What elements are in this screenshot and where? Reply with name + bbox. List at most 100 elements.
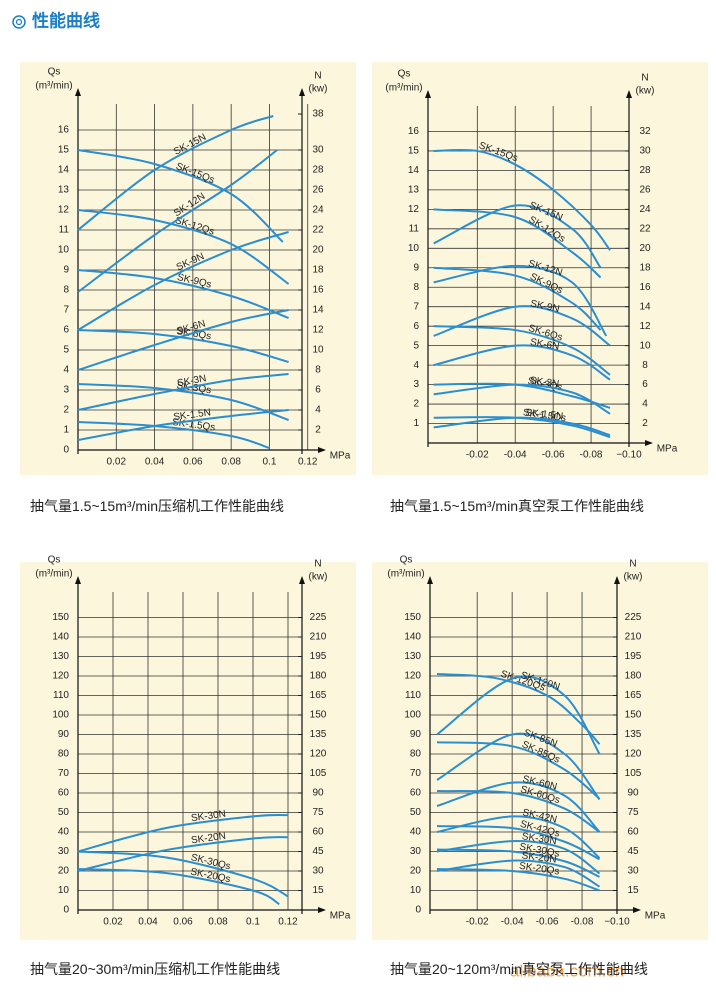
curve (436, 825, 600, 861)
axis-arrow (427, 576, 433, 584)
y2-tick-label: 12 (639, 321, 651, 332)
y-tick-label: 2 (413, 399, 419, 410)
axis-arrow (614, 576, 620, 584)
y-tick-label: 12 (408, 204, 420, 215)
y-tick-label: 40 (410, 827, 422, 838)
y2-tick-label: 26 (312, 185, 324, 196)
y2-tick-label: 180 (625, 671, 642, 682)
curve (77, 836, 289, 872)
y-tick-label: 0 (415, 905, 421, 916)
curve (77, 149, 284, 243)
y-tick-label: 14 (58, 165, 70, 176)
y2-tick-label: 60 (312, 827, 324, 838)
y2-tick-label: 30 (627, 866, 639, 877)
curve-label: SK-1.5N (173, 407, 212, 423)
y2-tick-label: 24 (312, 205, 324, 216)
y2-tick-label: 6 (642, 379, 648, 390)
axis-arrow (318, 447, 326, 453)
y-axis-unit: (m³/min) (35, 569, 72, 580)
y2-tick-label: 20 (312, 245, 324, 256)
curve (433, 383, 611, 415)
curve (433, 305, 611, 347)
page-title: 性能曲线 (32, 10, 100, 30)
y-tick-label: 20 (58, 866, 70, 877)
curve-label: SK-30N (521, 831, 557, 847)
chart: 0 10 20 30 40 50 60 70 80 90 100 110 120 130 140 150 -0.… (372, 555, 708, 940)
curve (436, 781, 601, 833)
y2-tick-label: 75 (627, 807, 639, 818)
axis-arrow (626, 90, 632, 98)
y2-tick-label: 6 (315, 385, 321, 396)
x-tick-label: 0.08 (208, 917, 228, 928)
y2-tick-label: 150 (310, 710, 327, 721)
y2-axis-label: N (629, 559, 636, 570)
y-tick-label: 120 (52, 671, 69, 682)
y-tick-label: 1 (413, 418, 419, 429)
y-tick-label: 130 (52, 651, 69, 662)
chart-background (20, 562, 356, 940)
y2-tick-label: 10 (312, 345, 324, 356)
y2-tick-label: 210 (625, 632, 642, 643)
y-tick-label: 6 (63, 325, 69, 336)
y-tick-label: 150 (52, 612, 69, 623)
x-tick-label: -0.04 (501, 917, 524, 928)
x-axis-label: MPa (330, 451, 351, 462)
y-tick-label: 3 (413, 379, 419, 390)
y2-axis-label: N (641, 73, 648, 84)
curve (433, 416, 611, 439)
curve (77, 373, 289, 411)
y2-tick-label: 14 (639, 301, 651, 312)
x-tick-label: 0.06 (173, 917, 193, 928)
axis-arrow (633, 907, 641, 913)
curve (77, 115, 274, 231)
y2-axis-unit: (kw) (309, 84, 328, 95)
y-tick-label: 15 (408, 146, 420, 157)
y-tick-label: 4 (63, 365, 69, 376)
title-icon (12, 15, 26, 29)
y-tick-label: 9 (63, 265, 69, 276)
x-tick-label: 0.02 (103, 917, 123, 928)
curve (77, 329, 289, 363)
curve (433, 266, 602, 331)
y-tick-label: 11 (409, 223, 420, 234)
y2-tick-label: 225 (625, 612, 642, 623)
y2-tick-label: 105 (625, 768, 642, 779)
curve-label: SK-20N (190, 831, 226, 847)
y2-tick-label: 60 (627, 827, 639, 838)
y-tick-label: 70 (58, 768, 70, 779)
y-tick-label: 10 (58, 885, 70, 896)
x-axis-label: MPa (645, 911, 666, 922)
curve (77, 814, 289, 853)
axis-arrow (75, 576, 81, 584)
y2-tick-label: 30 (312, 145, 324, 156)
curve-label: SK-3N (176, 373, 207, 389)
y2-tick-label: 15 (627, 885, 639, 896)
y2-tick-label: 24 (639, 204, 651, 215)
y-tick-label: 9 (413, 262, 419, 273)
y2-axis-unit: (kw) (624, 572, 643, 583)
y-tick-label: 120 (404, 671, 421, 682)
y-tick-label: 100 (404, 710, 421, 721)
title-icon-inner (15, 18, 23, 26)
curve-label: SK-1.5N (525, 407, 564, 422)
y-tick-label: 60 (58, 788, 70, 799)
x-tick-label: 0.12 (278, 917, 298, 928)
y2-tick-label: 4 (642, 399, 648, 410)
y2-tick-label: 12 (312, 325, 324, 336)
x-tick-label: -0.06 (536, 917, 559, 928)
y2-tick-label: 75 (312, 807, 324, 818)
curve (436, 848, 600, 878)
y2-tick-label: 22 (312, 225, 324, 236)
x-tick-label: −0.10 (604, 917, 630, 928)
y2-tick-label: 120 (310, 749, 327, 760)
y2-tick-label: 26 (639, 185, 651, 196)
y2-tick-label: 45 (627, 846, 639, 857)
y2-tick-label: 195 (310, 651, 327, 662)
chart-caption: 抽气量20~120m³/min真空泵工作性能曲线 (390, 961, 648, 977)
y-tick-label: 90 (58, 729, 70, 740)
curve (77, 149, 278, 293)
curve (77, 421, 270, 449)
y2-tick-label: 195 (625, 651, 642, 662)
y-tick-label: 80 (58, 749, 70, 760)
